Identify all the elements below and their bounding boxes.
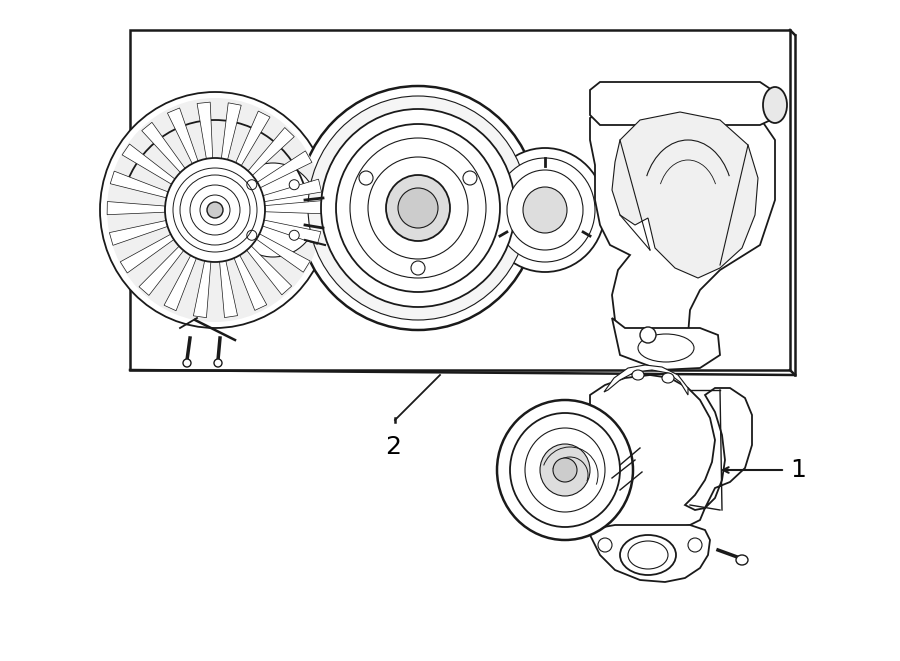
Polygon shape	[263, 179, 321, 202]
Polygon shape	[221, 103, 241, 161]
Polygon shape	[121, 234, 175, 273]
Ellipse shape	[736, 555, 748, 565]
Ellipse shape	[228, 163, 318, 257]
Polygon shape	[130, 30, 790, 370]
Polygon shape	[568, 375, 752, 538]
Ellipse shape	[485, 148, 605, 272]
Polygon shape	[248, 128, 294, 176]
Polygon shape	[604, 365, 688, 395]
Polygon shape	[122, 144, 176, 184]
Ellipse shape	[398, 188, 438, 228]
Ellipse shape	[411, 261, 425, 275]
Ellipse shape	[107, 98, 323, 322]
Ellipse shape	[662, 373, 674, 383]
Ellipse shape	[540, 444, 590, 496]
Ellipse shape	[510, 413, 620, 527]
Ellipse shape	[386, 175, 450, 241]
Ellipse shape	[218, 153, 328, 267]
Ellipse shape	[640, 327, 656, 343]
Ellipse shape	[100, 92, 330, 328]
Ellipse shape	[763, 87, 787, 123]
Polygon shape	[612, 318, 720, 370]
Ellipse shape	[165, 158, 265, 262]
Ellipse shape	[620, 535, 676, 575]
Ellipse shape	[598, 538, 612, 552]
Ellipse shape	[359, 171, 373, 185]
Polygon shape	[233, 254, 266, 311]
Ellipse shape	[298, 86, 538, 330]
Ellipse shape	[497, 400, 633, 540]
Ellipse shape	[308, 96, 528, 320]
Ellipse shape	[463, 171, 477, 185]
Polygon shape	[246, 245, 292, 295]
Ellipse shape	[214, 359, 222, 367]
Text: 2: 2	[385, 435, 401, 459]
Polygon shape	[194, 259, 211, 318]
Ellipse shape	[523, 187, 567, 233]
Polygon shape	[141, 122, 185, 173]
Ellipse shape	[368, 157, 468, 259]
Ellipse shape	[553, 458, 577, 482]
Polygon shape	[220, 259, 238, 317]
Polygon shape	[612, 112, 758, 278]
Text: 1: 1	[790, 458, 806, 482]
Polygon shape	[235, 111, 270, 167]
Ellipse shape	[247, 230, 256, 241]
Polygon shape	[256, 151, 312, 188]
Ellipse shape	[632, 370, 644, 380]
Polygon shape	[590, 82, 775, 125]
Ellipse shape	[525, 428, 605, 512]
Polygon shape	[590, 88, 775, 358]
Polygon shape	[110, 221, 167, 245]
Polygon shape	[256, 233, 310, 272]
Polygon shape	[164, 254, 197, 311]
Polygon shape	[263, 220, 320, 245]
Ellipse shape	[336, 124, 500, 292]
Polygon shape	[590, 525, 710, 582]
Ellipse shape	[638, 334, 694, 362]
Ellipse shape	[289, 180, 299, 190]
Ellipse shape	[321, 109, 515, 307]
Ellipse shape	[183, 359, 191, 367]
Ellipse shape	[507, 170, 583, 250]
Polygon shape	[265, 200, 323, 214]
Polygon shape	[167, 108, 199, 165]
Ellipse shape	[207, 202, 223, 218]
Ellipse shape	[350, 138, 486, 278]
Ellipse shape	[247, 180, 256, 190]
Polygon shape	[197, 102, 212, 161]
Ellipse shape	[688, 538, 702, 552]
Polygon shape	[107, 202, 166, 215]
Ellipse shape	[495, 158, 595, 262]
Polygon shape	[139, 245, 184, 295]
Polygon shape	[110, 171, 168, 198]
Ellipse shape	[289, 230, 299, 241]
Ellipse shape	[628, 541, 668, 569]
